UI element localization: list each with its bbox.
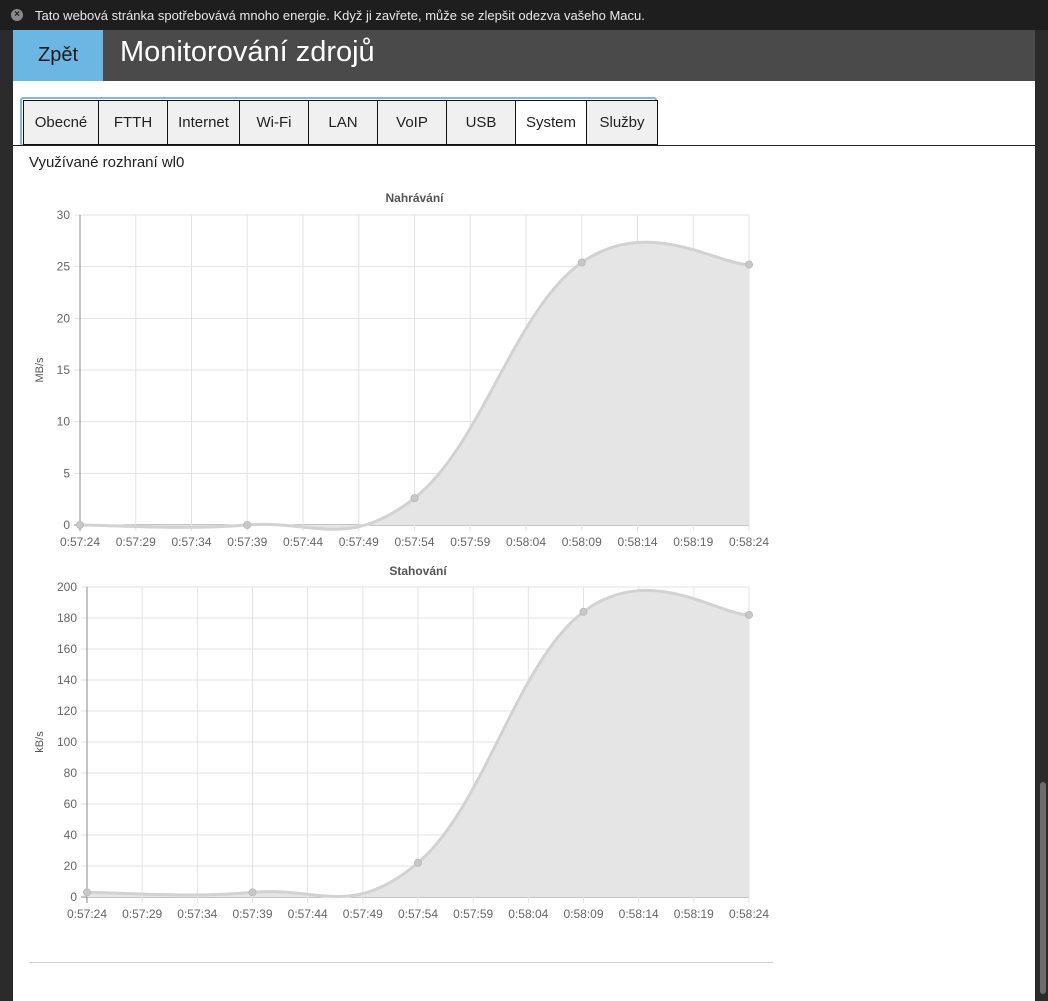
back-button[interactable]: Zpět xyxy=(13,30,103,81)
x-tick-label: 0:58:24 xyxy=(729,535,769,549)
page-title: Monitorování zdrojů xyxy=(120,36,375,68)
y-tick-label: 5 xyxy=(63,466,70,480)
x-tick-label: 0:57:49 xyxy=(343,907,383,921)
close-icon[interactable]: × xyxy=(11,9,23,21)
page-header: Zpět Monitorování zdrojů xyxy=(13,30,1035,81)
bottom-divider xyxy=(29,962,773,963)
data-point xyxy=(577,258,586,267)
tab-usb[interactable]: USB xyxy=(446,100,516,145)
y-tick-label: 15 xyxy=(57,363,71,377)
x-tick-label: 0:58:14 xyxy=(619,907,659,921)
tab-system[interactable]: System xyxy=(515,100,587,145)
energy-notice-text: Tato webová stránka spotřebovává mnoho e… xyxy=(35,8,645,23)
x-tick-label: 0:57:54 xyxy=(398,907,438,921)
y-tick-label: 140 xyxy=(57,673,77,687)
page: Zpět Monitorování zdrojů Obecné FTTH Int… xyxy=(13,30,1035,1001)
series-line xyxy=(79,240,750,531)
y-tick-label: 20 xyxy=(57,311,71,325)
data-point xyxy=(83,888,91,897)
x-tick-label: 0:57:44 xyxy=(283,535,323,549)
tab-internet[interactable]: Internet xyxy=(167,100,240,145)
upload-chart: Nahrávání MB/s 0 5 10 15 20 25 30 0:57:24 0:57:29 0… xyxy=(34,191,769,549)
data-point xyxy=(745,260,753,269)
download-chart: Stahování kB/s 0 20 40 60 80 100 120 140 160 180 200… xyxy=(34,564,769,921)
data-point xyxy=(410,494,419,503)
y-tick-label: 180 xyxy=(57,611,77,625)
data-point xyxy=(579,607,588,616)
scrollbar-thumb[interactable] xyxy=(1040,782,1046,994)
y-tick-label: 0 xyxy=(63,518,70,532)
x-tick-label: 0:58:14 xyxy=(617,535,657,549)
x-tick-label: 0:57:54 xyxy=(394,535,434,549)
x-tick-label: 0:57:24 xyxy=(60,535,100,549)
x-tick-label: 0:57:29 xyxy=(116,535,156,549)
x-tick-label: 0:57:59 xyxy=(453,907,493,921)
tab-wifi[interactable]: Wi-Fi xyxy=(239,100,309,145)
data-point xyxy=(414,858,422,867)
x-tick-label: 0:57:39 xyxy=(227,535,267,549)
tab-bar: Obecné FTTH Internet Wi-Fi LAN VoIP USB … xyxy=(23,100,658,145)
y-tick-label: 200 xyxy=(57,580,77,594)
x-tick-label: 0:57:44 xyxy=(288,907,328,921)
x-tick-label: 0:58:19 xyxy=(673,535,713,549)
x-tick-label: 0:58:24 xyxy=(729,907,769,921)
tab-obecne[interactable]: Obecné xyxy=(23,100,99,145)
tab-ftth[interactable]: FTTH xyxy=(98,100,168,145)
y-tick-label: 25 xyxy=(57,260,71,274)
x-tick-label: 0:58:04 xyxy=(508,907,548,921)
y-axis-label: MB/s xyxy=(34,357,46,383)
tab-voip[interactable]: VoIP xyxy=(377,100,447,145)
x-tick-label: 0:58:09 xyxy=(562,535,602,549)
data-point xyxy=(248,888,257,897)
energy-notice-bar: × Tato webová stránka spotřebovává mnoho… xyxy=(0,0,1048,30)
series-area xyxy=(80,242,749,530)
x-tick-label: 0:58:09 xyxy=(563,907,603,921)
tabs-divider xyxy=(13,145,1035,146)
y-tick-label: 20 xyxy=(64,859,78,873)
x-tick-label: 0:57:29 xyxy=(122,907,162,921)
x-tick-label: 0:57:39 xyxy=(232,907,272,921)
y-tick-label: 30 xyxy=(57,208,71,222)
data-point xyxy=(76,521,84,529)
y-tick-label: 100 xyxy=(57,735,77,749)
tab-lan[interactable]: LAN xyxy=(308,100,378,145)
chart-title: Stahování xyxy=(389,564,447,578)
y-tick-label: 0 xyxy=(70,890,77,904)
x-tick-label: 0:57:59 xyxy=(450,535,490,549)
y-tick-label: 160 xyxy=(57,642,77,656)
y-tick-label: 60 xyxy=(64,797,78,811)
y-tick-label: 80 xyxy=(64,766,78,780)
x-tick-label: 0:57:24 xyxy=(67,907,107,921)
interface-label: Využívané rozhraní wl0 xyxy=(29,154,185,171)
x-tick-label: 0:57:34 xyxy=(177,907,217,921)
y-axis-label: kB/s xyxy=(34,731,46,753)
x-tick-label: 0:57:34 xyxy=(171,535,211,549)
series-line xyxy=(86,588,750,898)
series-area xyxy=(87,590,749,897)
x-tick-label: 0:58:04 xyxy=(506,535,546,549)
data-point xyxy=(745,610,753,619)
data-point xyxy=(243,521,252,529)
y-tick-label: 120 xyxy=(57,704,77,718)
x-tick-label: 0:58:19 xyxy=(674,907,714,921)
y-tick-label: 10 xyxy=(57,415,71,429)
tab-sluzby[interactable]: Služby xyxy=(586,100,658,145)
x-tick-label: 0:57:49 xyxy=(339,535,379,549)
y-tick-label: 40 xyxy=(64,828,78,842)
chart-title: Nahrávání xyxy=(385,191,444,205)
